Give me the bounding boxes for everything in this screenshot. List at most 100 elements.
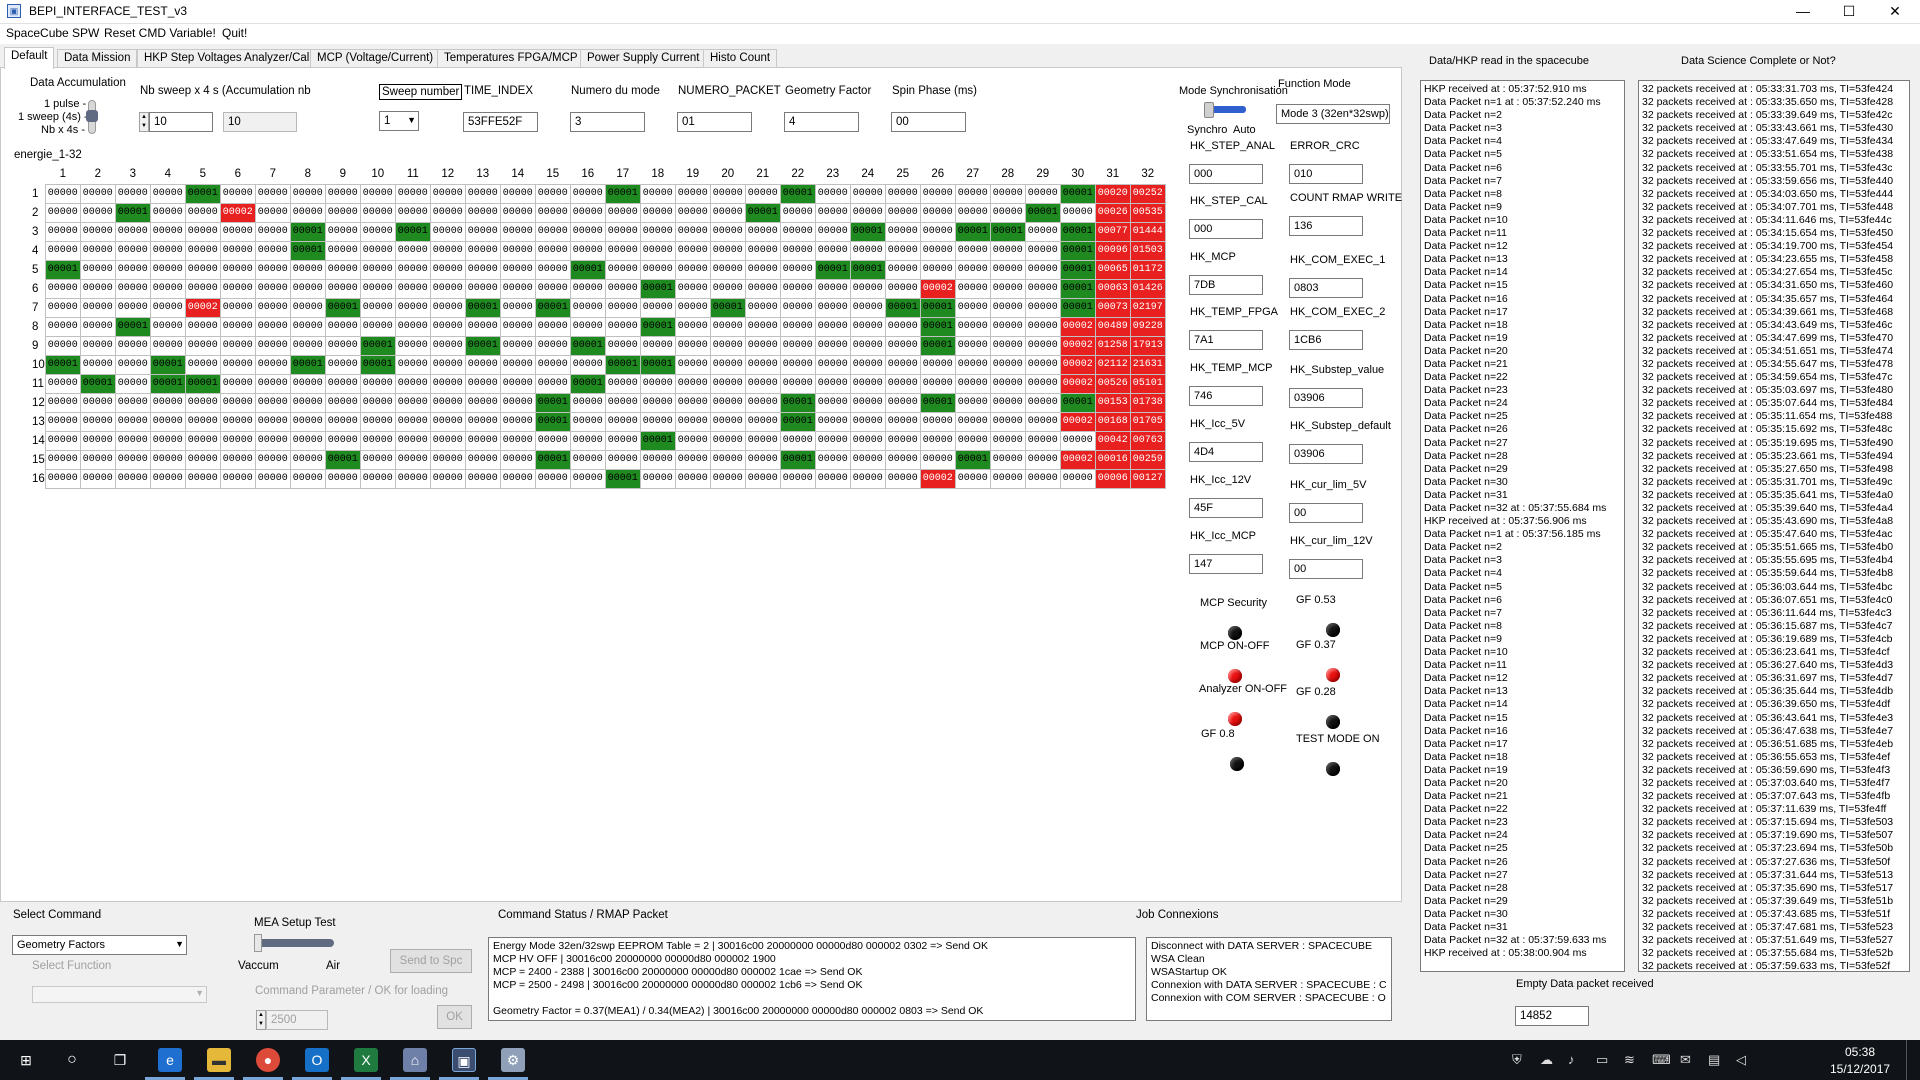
network-tray-icon[interactable]: ☁ [1540, 1052, 1553, 1067]
nb-sweep-input[interactable]: 10 [149, 112, 213, 132]
grid-col-header: 7 [269, 168, 276, 181]
numero-mode-field[interactable]: 3 [570, 112, 645, 132]
grid-cell: 00000 [254, 183, 291, 204]
hk-value-field[interactable]: 7DB [1189, 275, 1263, 295]
grid-cell: 00000 [709, 316, 746, 337]
hk-value-field[interactable]: 1CB6 [1289, 330, 1363, 350]
minimize-button[interactable]: — [1796, 3, 1810, 19]
battery-tray-icon[interactable]: ▭ [1596, 1052, 1609, 1067]
menu-quit[interactable]: Quit! [222, 26, 248, 40]
grid-cell: 00000 [674, 411, 711, 432]
windows-start-icon[interactable]: ⊞ [20, 1052, 32, 1068]
hk-value-field[interactable]: 7A1 [1189, 330, 1263, 350]
mea-slider-thumb[interactable] [254, 934, 262, 952]
nb-sweep-spinner[interactable]: ▲ ▼ [139, 112, 149, 132]
log-line: 32 packets received at : 05:35:19.695 ms… [1642, 436, 1894, 449]
security-tray-icon[interactable]: ⛨ [1512, 1052, 1522, 1067]
hk-value-field[interactable]: 746 [1189, 386, 1263, 406]
notification-tray-icon[interactable]: ✉ [1680, 1052, 1691, 1067]
grid-cell: 00000 [254, 259, 291, 280]
file-explorer-icon[interactable]: ▬ [207, 1048, 231, 1072]
log-line: Data Packet n=1 at : 05:37:56.185 ms [1424, 528, 1601, 541]
accum-slider-thumb[interactable] [86, 110, 98, 122]
grid-cell: 00001 [464, 335, 501, 356]
grid-cell: 00000 [359, 183, 396, 204]
send-to-spc-button[interactable]: Send to Spc [390, 949, 472, 973]
hk-value-field[interactable]: 010 [1289, 164, 1363, 184]
keyboard-tray-icon[interactable]: ▤ [1708, 1052, 1721, 1067]
hk-value-field[interactable]: 03906 [1289, 388, 1363, 408]
air-label: Air [326, 960, 341, 972]
param-spinner[interactable]: ▲ ▼ [256, 1010, 266, 1030]
science-log-list[interactable]: 32 packets received at : 05:33:31.703 ms… [1638, 80, 1910, 972]
grid-cell: 00000 [394, 202, 431, 223]
grid-cell: 00000 [429, 354, 466, 375]
edge-browser-icon[interactable]: e [158, 1048, 182, 1072]
network-app-icon[interactable]: ⌂ [403, 1048, 427, 1072]
wifi-tray-icon[interactable]: ≋ [1624, 1052, 1635, 1067]
log-line: Data Packet n=15 [1424, 279, 1508, 292]
grid-cell: 00001 [534, 449, 571, 470]
geometry-factor-field[interactable]: 4 [784, 112, 859, 132]
hk-value-field[interactable]: 000 [1189, 219, 1263, 239]
close-button[interactable]: ✕ [1889, 3, 1901, 19]
menu-reset-cmd[interactable]: Reset CMD Variable! [104, 26, 216, 40]
hk-value-field[interactable]: 00 [1289, 503, 1363, 523]
tab-mcp[interactable]: MCP (Voltage/Current) [310, 49, 441, 68]
cmd-param-field[interactable]: 2500 [266, 1010, 328, 1030]
grid-cell: 00000 [499, 278, 536, 299]
task-view-icon[interactable]: ❐ [113, 1052, 127, 1068]
hkp-log-list[interactable]: HKP received at : 05:37:52.910 ms Data Pa… [1420, 80, 1625, 972]
grid-cell: 00000 [1024, 297, 1061, 318]
clock-time[interactable]: 05:38 [1845, 1045, 1876, 1059]
volume-tray-icon[interactable]: ♪ [1568, 1052, 1575, 1067]
settings-app-icon[interactable]: ⚙ [501, 1048, 525, 1072]
bepi-interface-taskbar-icon[interactable]: ▣ [452, 1048, 476, 1072]
chrome-icon[interactable]: ● [256, 1048, 280, 1072]
hk-value-field[interactable]: 03906 [1289, 444, 1363, 464]
hk-value-field[interactable]: 147 [1189, 554, 1263, 574]
grid-cell: 00001 [114, 316, 151, 337]
job-connexions-box[interactable]: Disconnect with DATA SERVER : SPACECUBE W… [1146, 937, 1392, 1021]
tab-default[interactable]: Default [4, 47, 55, 69]
tab-hkp-step-voltages[interactable]: HKP Step Voltages Analyzer/Cal [137, 49, 317, 68]
command-status-box[interactable]: Energy Mode 32en/32swp EEPROM Table = 2 … [488, 937, 1136, 1021]
hk-value-field[interactable]: 000 [1189, 164, 1263, 184]
hk-value-field[interactable]: 00 [1289, 559, 1363, 579]
grid-cell: 00000 [709, 221, 746, 242]
test-mode-label: TEST MODE ON [1296, 733, 1380, 745]
menu-spacecube-spw[interactable]: SpaceCube SPW [6, 26, 100, 40]
grid-cell: 00000 [674, 240, 711, 261]
function-mode-field[interactable]: Mode 3 (32en*32swp) [1276, 104, 1390, 124]
tab-histo-count[interactable]: Histo Count [703, 49, 778, 68]
hk-value-field[interactable]: 136 [1289, 216, 1363, 236]
tab-temperatures[interactable]: Temperatures FPGA/MCP [437, 49, 585, 68]
speaker-tray-icon[interactable]: ◁ [1736, 1052, 1746, 1067]
tab-data-mission[interactable]: Data Mission [57, 49, 138, 68]
numero-packet-field[interactable]: 01 [677, 112, 752, 132]
search-icon[interactable]: ○ [67, 1051, 77, 1068]
job-line: WSA Clean [1151, 953, 1205, 965]
sweep-number-select[interactable]: 1 ▼ [379, 111, 419, 131]
grid-cell: 00000 [394, 278, 431, 299]
select-command-combo[interactable]: Geometry Factors ▼ [12, 935, 187, 955]
tab-power-supply[interactable]: Power Supply Current [580, 49, 707, 68]
grid-cell: 00000 [289, 316, 326, 337]
job-line: Disconnect with DATA SERVER : SPACECUBE [1151, 940, 1372, 952]
language-tray-icon[interactable]: ⌨ [1652, 1052, 1671, 1067]
select-function-combo[interactable]: ▼ [32, 986, 207, 1003]
show-desktop-button[interactable] [1906, 1040, 1920, 1080]
mode-sync-thumb[interactable] [1204, 102, 1214, 118]
maximize-button[interactable]: ☐ [1842, 3, 1856, 19]
hk-value-field[interactable]: 45F [1189, 498, 1263, 518]
time-index-field[interactable]: 53FFE52F [463, 112, 538, 132]
log-line: Data Packet n=16 [1424, 724, 1508, 737]
hk-value-field[interactable]: 0803 [1289, 278, 1363, 298]
hk-value-field[interactable]: 4D4 [1189, 442, 1263, 462]
outlook-icon[interactable]: O [305, 1048, 329, 1072]
ok-button[interactable]: OK [437, 1005, 472, 1029]
grid-cell: 00000 [324, 411, 361, 432]
spin-phase-field[interactable]: 00 [891, 112, 966, 132]
clock-date[interactable]: 15/12/2017 [1830, 1062, 1891, 1076]
excel-icon[interactable]: X [354, 1048, 378, 1072]
